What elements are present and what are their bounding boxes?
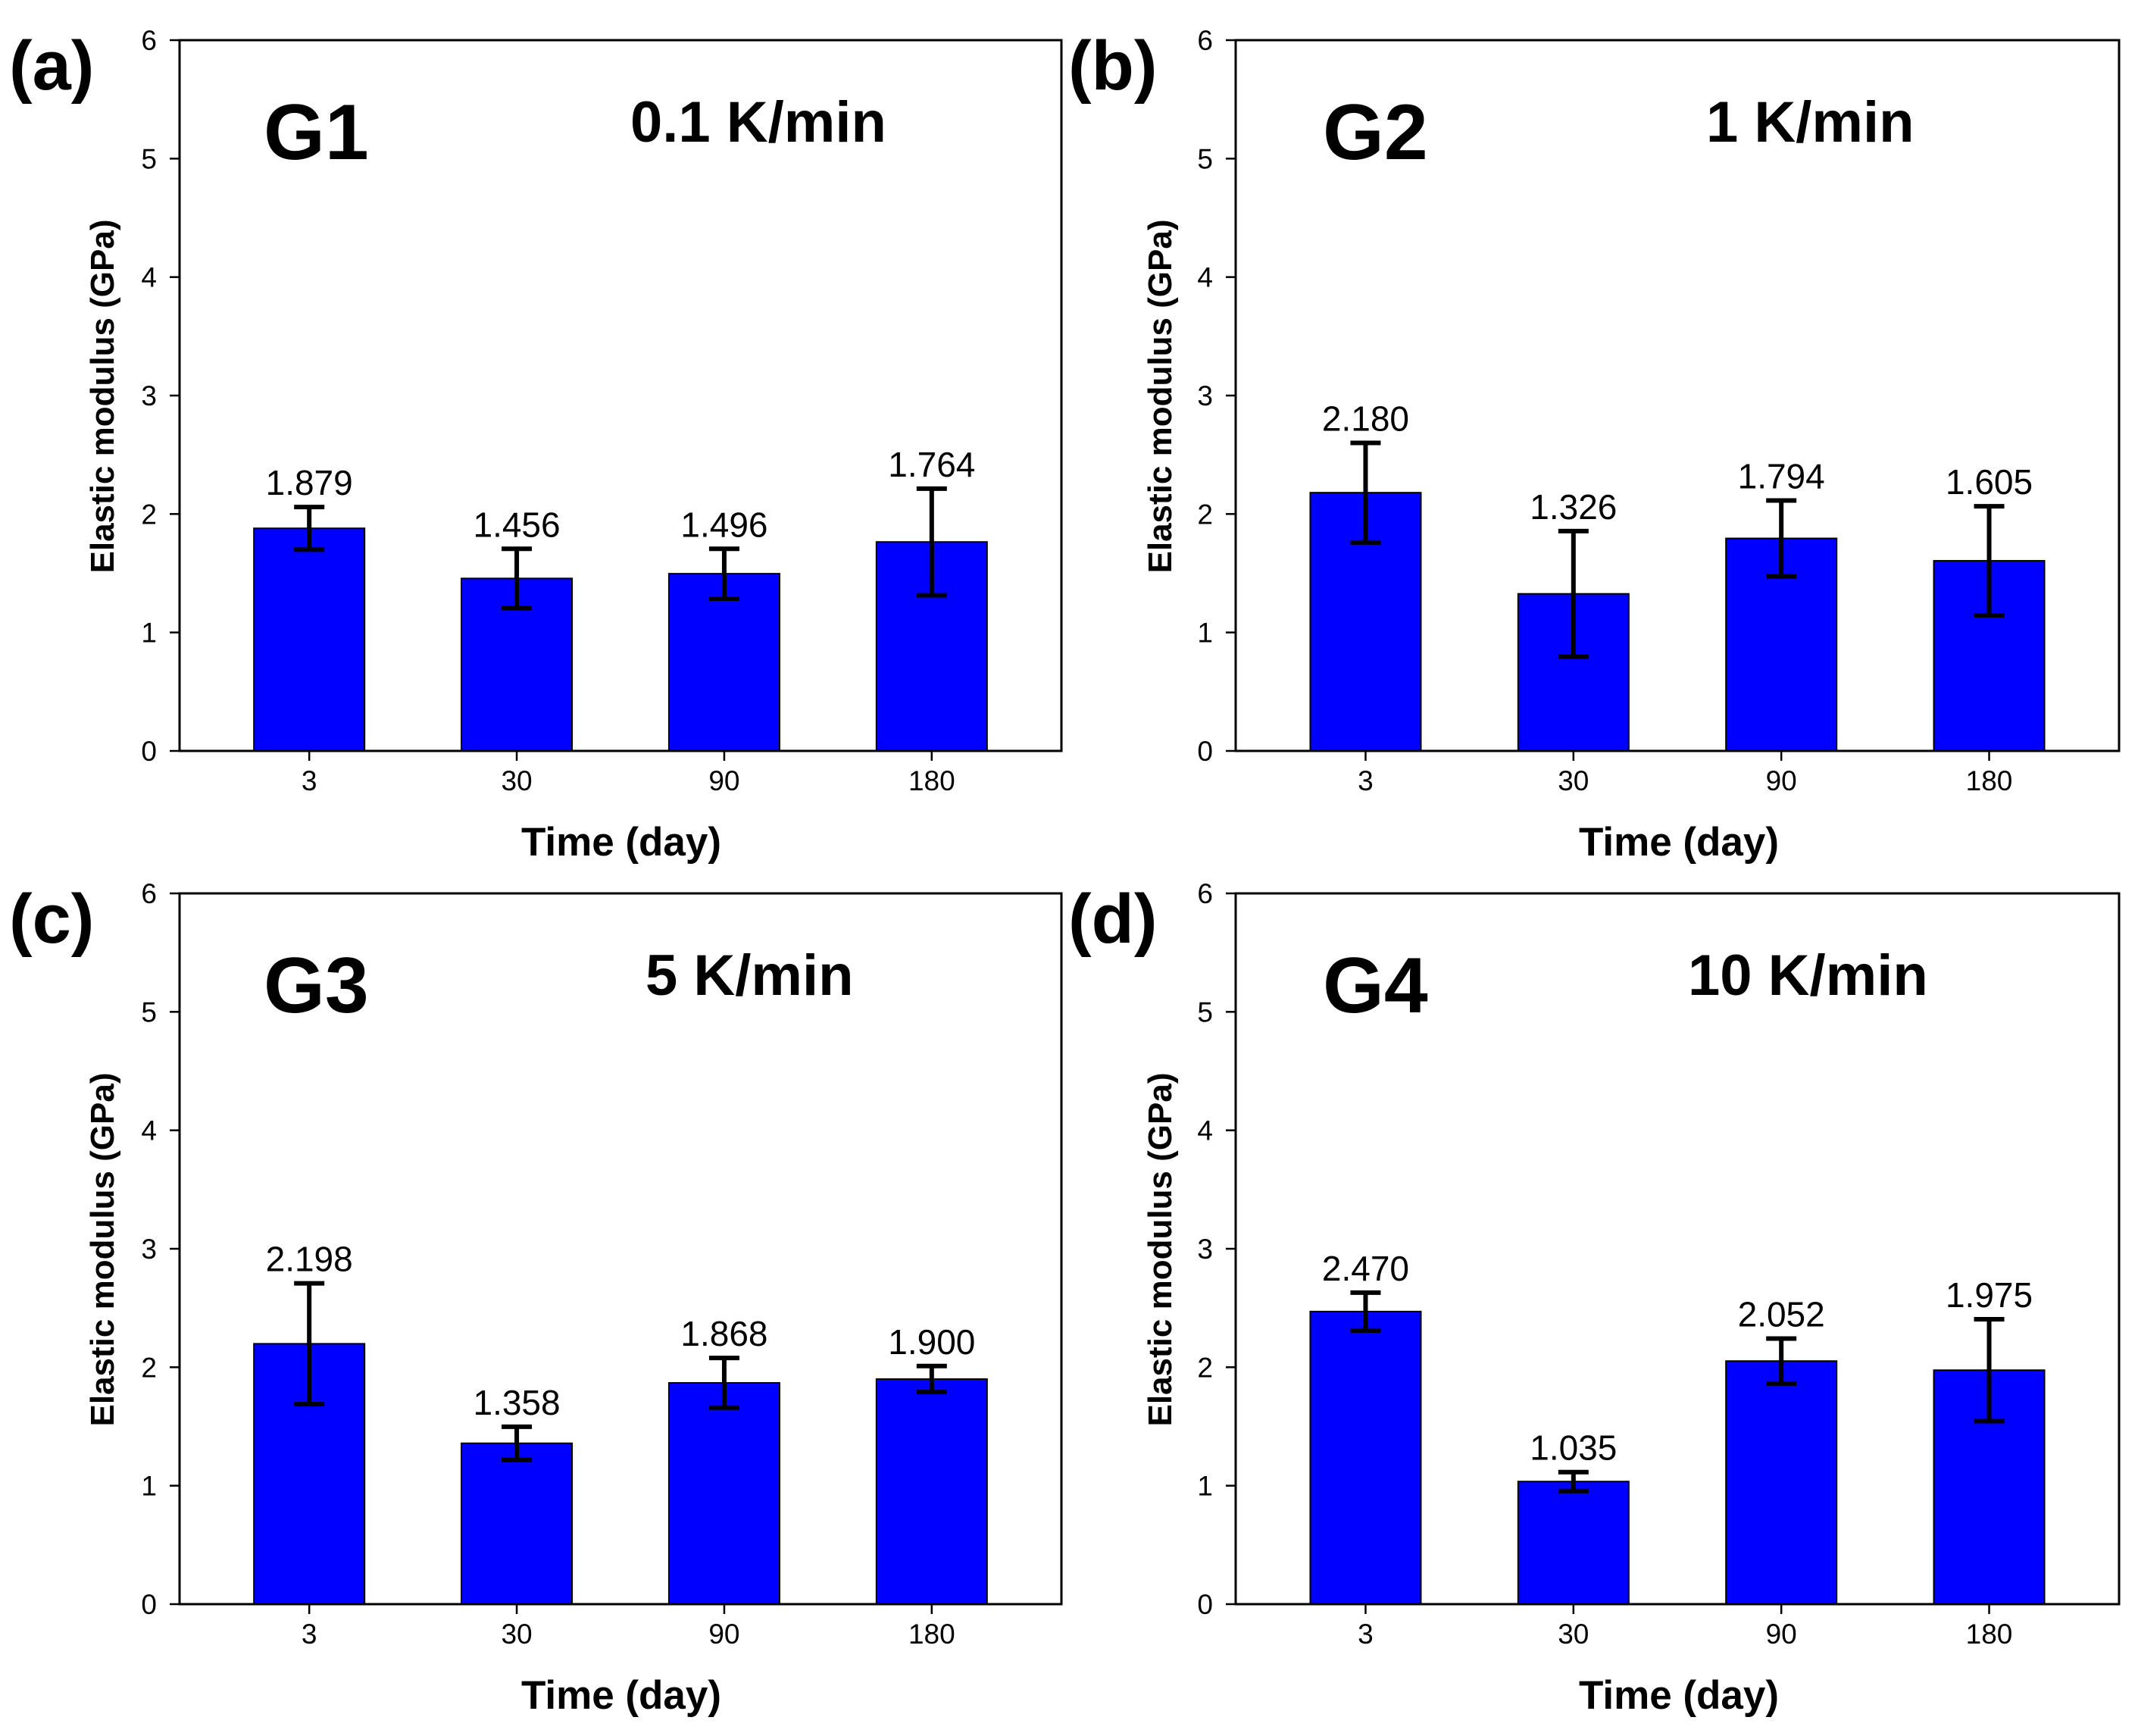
data-label: 1.326 <box>1530 487 1617 527</box>
x-tick-label: 180 <box>908 765 955 796</box>
y-tick-label: 2 <box>1197 1352 1213 1383</box>
x-tick-label: 90 <box>1766 1619 1797 1650</box>
plot-frame <box>1234 39 2121 752</box>
y-tick-label: 1 <box>141 618 157 649</box>
bar <box>875 1378 988 1605</box>
panel-letter: (c) <box>9 881 94 958</box>
data-label: 2.052 <box>1738 1295 1825 1334</box>
plot-frame <box>1234 892 2121 1606</box>
group-label: G2 <box>1323 89 1428 177</box>
data-label: 1.496 <box>680 505 767 544</box>
bar <box>461 1442 574 1605</box>
y-tick-label: 2 <box>1197 499 1213 530</box>
y-tick-label: 6 <box>141 25 157 56</box>
y-tick-label: 3 <box>1197 380 1213 411</box>
bar <box>1517 1481 1630 1605</box>
data-label: 2.180 <box>1322 399 1409 439</box>
y-tick-label: 6 <box>1197 25 1213 56</box>
panel-d: (d) G4 10 K/min Time (day) Elastic modul… <box>1068 878 2121 1718</box>
y-tick-label: 1 <box>1197 1471 1213 1502</box>
y-tick-label: 0 <box>141 1589 157 1620</box>
panel-a: (a) G1 0.1 K/min Time (day) Elastic modu… <box>9 25 1063 865</box>
data-label: 1.358 <box>473 1383 560 1422</box>
panel-letter: (b) <box>1068 27 1157 105</box>
x-tick-label: 3 <box>1358 765 1374 796</box>
y-tick-label: 2 <box>141 499 157 530</box>
y-tick-label: 0 <box>1197 736 1213 767</box>
x-tick-label: 180 <box>908 1619 955 1650</box>
group-label: G4 <box>1323 942 1428 1030</box>
y-tick-label: 6 <box>141 878 157 909</box>
x-tick-label: 3 <box>302 1619 317 1650</box>
y-tick-label: 1 <box>141 1471 157 1502</box>
data-label: 2.198 <box>266 1240 353 1279</box>
y-tick-label: 4 <box>141 262 157 293</box>
y-tick-label: 3 <box>141 1234 157 1265</box>
x-tick-label: 30 <box>501 1619 532 1650</box>
panel-c: (c) G3 5 K/min Time (day) Elastic modulu… <box>9 878 1063 1718</box>
data-label: 1.035 <box>1530 1428 1617 1468</box>
data-label: 1.879 <box>266 463 353 502</box>
y-tick-label: 2 <box>141 1352 157 1383</box>
y-axis-label: Elastic modulus (GPa) <box>84 1073 121 1427</box>
panel-b: (b) G2 1 K/min Time (day) Elastic modulu… <box>1068 25 2121 865</box>
x-tick-label: 3 <box>302 765 317 796</box>
y-axis-label: Elastic modulus (GPa) <box>1142 220 1179 574</box>
y-tick-label: 5 <box>1197 996 1213 1028</box>
data-label: 1.794 <box>1738 457 1825 496</box>
x-tick-label: 90 <box>708 1619 739 1650</box>
x-axis-label: Time (day) <box>1579 820 1779 865</box>
bar <box>1725 1360 1838 1605</box>
data-label: 1.605 <box>1946 462 2033 502</box>
y-tick-label: 0 <box>1197 1589 1213 1620</box>
group-label: G1 <box>264 89 369 177</box>
y-tick-label: 4 <box>141 1115 157 1146</box>
plot-frame <box>178 892 1063 1606</box>
x-tick-label: 180 <box>1966 765 2013 796</box>
data-label: 2.470 <box>1322 1249 1409 1288</box>
x-tick-label: 30 <box>1558 1619 1589 1650</box>
y-axis-label: Elastic modulus (GPa) <box>1142 1073 1179 1427</box>
x-tick-label: 90 <box>1766 765 1797 796</box>
group-label: G3 <box>264 942 369 1030</box>
y-tick-label: 4 <box>1197 262 1213 293</box>
y-tick-label: 6 <box>1197 878 1213 909</box>
y-tick-label: 5 <box>141 996 157 1028</box>
data-label: 1.764 <box>888 445 975 484</box>
panel-letter: (d) <box>1068 881 1157 958</box>
bar <box>1309 1310 1422 1606</box>
y-tick-label: 5 <box>1197 143 1213 174</box>
rate-label: 0.1 K/min <box>630 90 886 155</box>
x-tick-label: 180 <box>1966 1619 2013 1650</box>
y-tick-label: 3 <box>141 380 157 411</box>
bar <box>667 1381 780 1606</box>
data-label: 1.900 <box>888 1322 975 1362</box>
y-tick-label: 3 <box>1197 1234 1213 1265</box>
x-tick-label: 30 <box>501 765 532 796</box>
x-tick-label: 90 <box>708 765 739 796</box>
x-axis-label: Time (day) <box>1579 1673 1779 1718</box>
y-tick-label: 5 <box>141 143 157 174</box>
bar <box>667 573 780 752</box>
x-tick-label: 3 <box>1358 1619 1374 1650</box>
y-tick-label: 4 <box>1197 1115 1213 1146</box>
y-tick-label: 0 <box>141 736 157 767</box>
x-axis-label: Time (day) <box>521 820 721 865</box>
y-tick-label: 1 <box>1197 618 1213 649</box>
x-axis-label: Time (day) <box>521 1673 721 1718</box>
rate-label: 10 K/min <box>1688 943 1928 1008</box>
rate-label: 5 K/min <box>645 943 854 1008</box>
x-tick-label: 30 <box>1558 765 1589 796</box>
data-label: 1.868 <box>680 1314 767 1353</box>
panel-letter: (a) <box>9 27 94 105</box>
y-axis-label: Elastic modulus (GPa) <box>84 220 121 574</box>
rate-label: 1 K/min <box>1706 90 1915 155</box>
data-label: 1.975 <box>1946 1275 2033 1315</box>
plot-frame <box>178 39 1063 752</box>
bar <box>253 527 366 752</box>
data-label: 1.456 <box>473 505 560 544</box>
